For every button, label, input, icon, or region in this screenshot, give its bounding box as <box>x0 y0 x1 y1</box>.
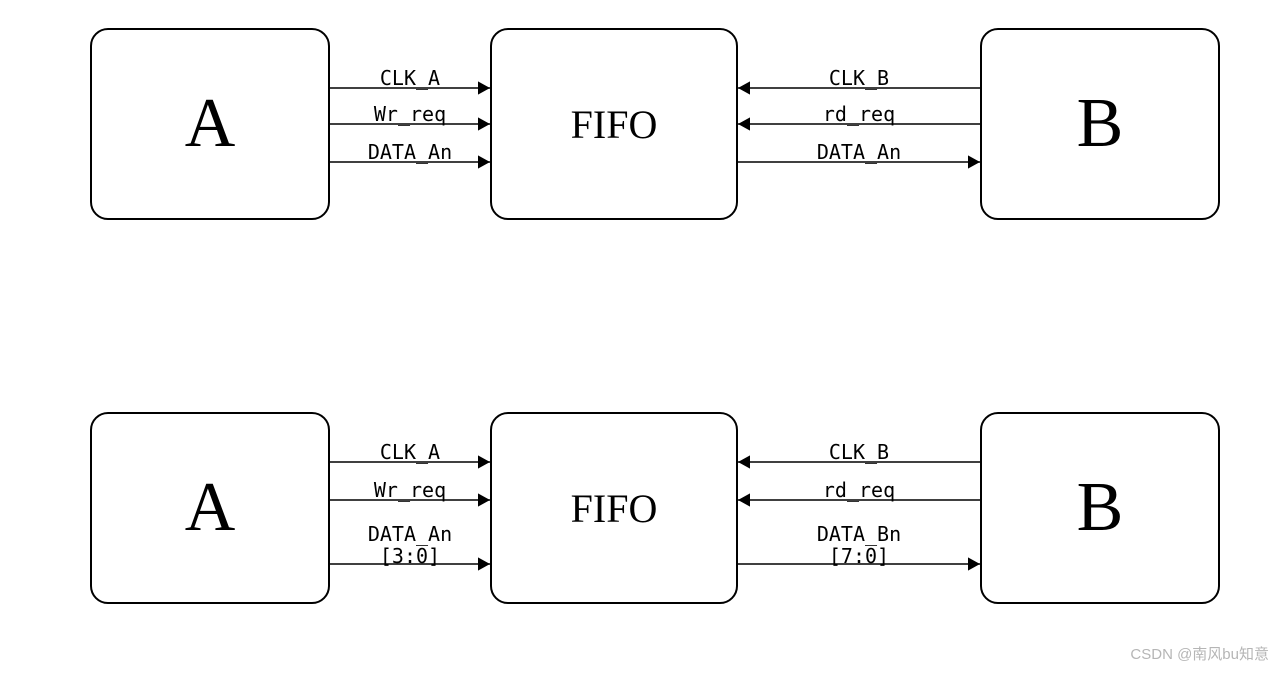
signal-label: DATA_An <box>360 140 460 164</box>
signal-label: Wr_req <box>360 102 460 126</box>
signal-label: CLK_A <box>360 66 460 90</box>
signal-sublabel: [7:0] <box>809 544 909 568</box>
signal-label: DATA_Bn <box>809 522 909 546</box>
signal-label: rd_req <box>809 102 909 126</box>
signal-label: rd_req <box>809 478 909 502</box>
signal-sublabel: [3:0] <box>360 544 460 568</box>
fifo-diagram-2: A FIFO B CLK_AWr_reqDATA_An[3:0]CLK_Brd_… <box>0 412 1287 622</box>
signal-label: CLK_B <box>809 66 909 90</box>
fifo-diagram-1: A FIFO B CLK_AWr_reqDATA_AnCLK_Brd_reqDA… <box>0 28 1287 238</box>
signal-label: CLK_B <box>809 440 909 464</box>
signal-label: Wr_req <box>360 478 460 502</box>
signal-label: DATA_An <box>809 140 909 164</box>
connectors-2 <box>0 412 1287 622</box>
signal-label: DATA_An <box>360 522 460 546</box>
watermark: CSDN @南风bu知意 <box>1130 643 1269 664</box>
connectors-1 <box>0 28 1287 238</box>
signal-label: CLK_A <box>360 440 460 464</box>
